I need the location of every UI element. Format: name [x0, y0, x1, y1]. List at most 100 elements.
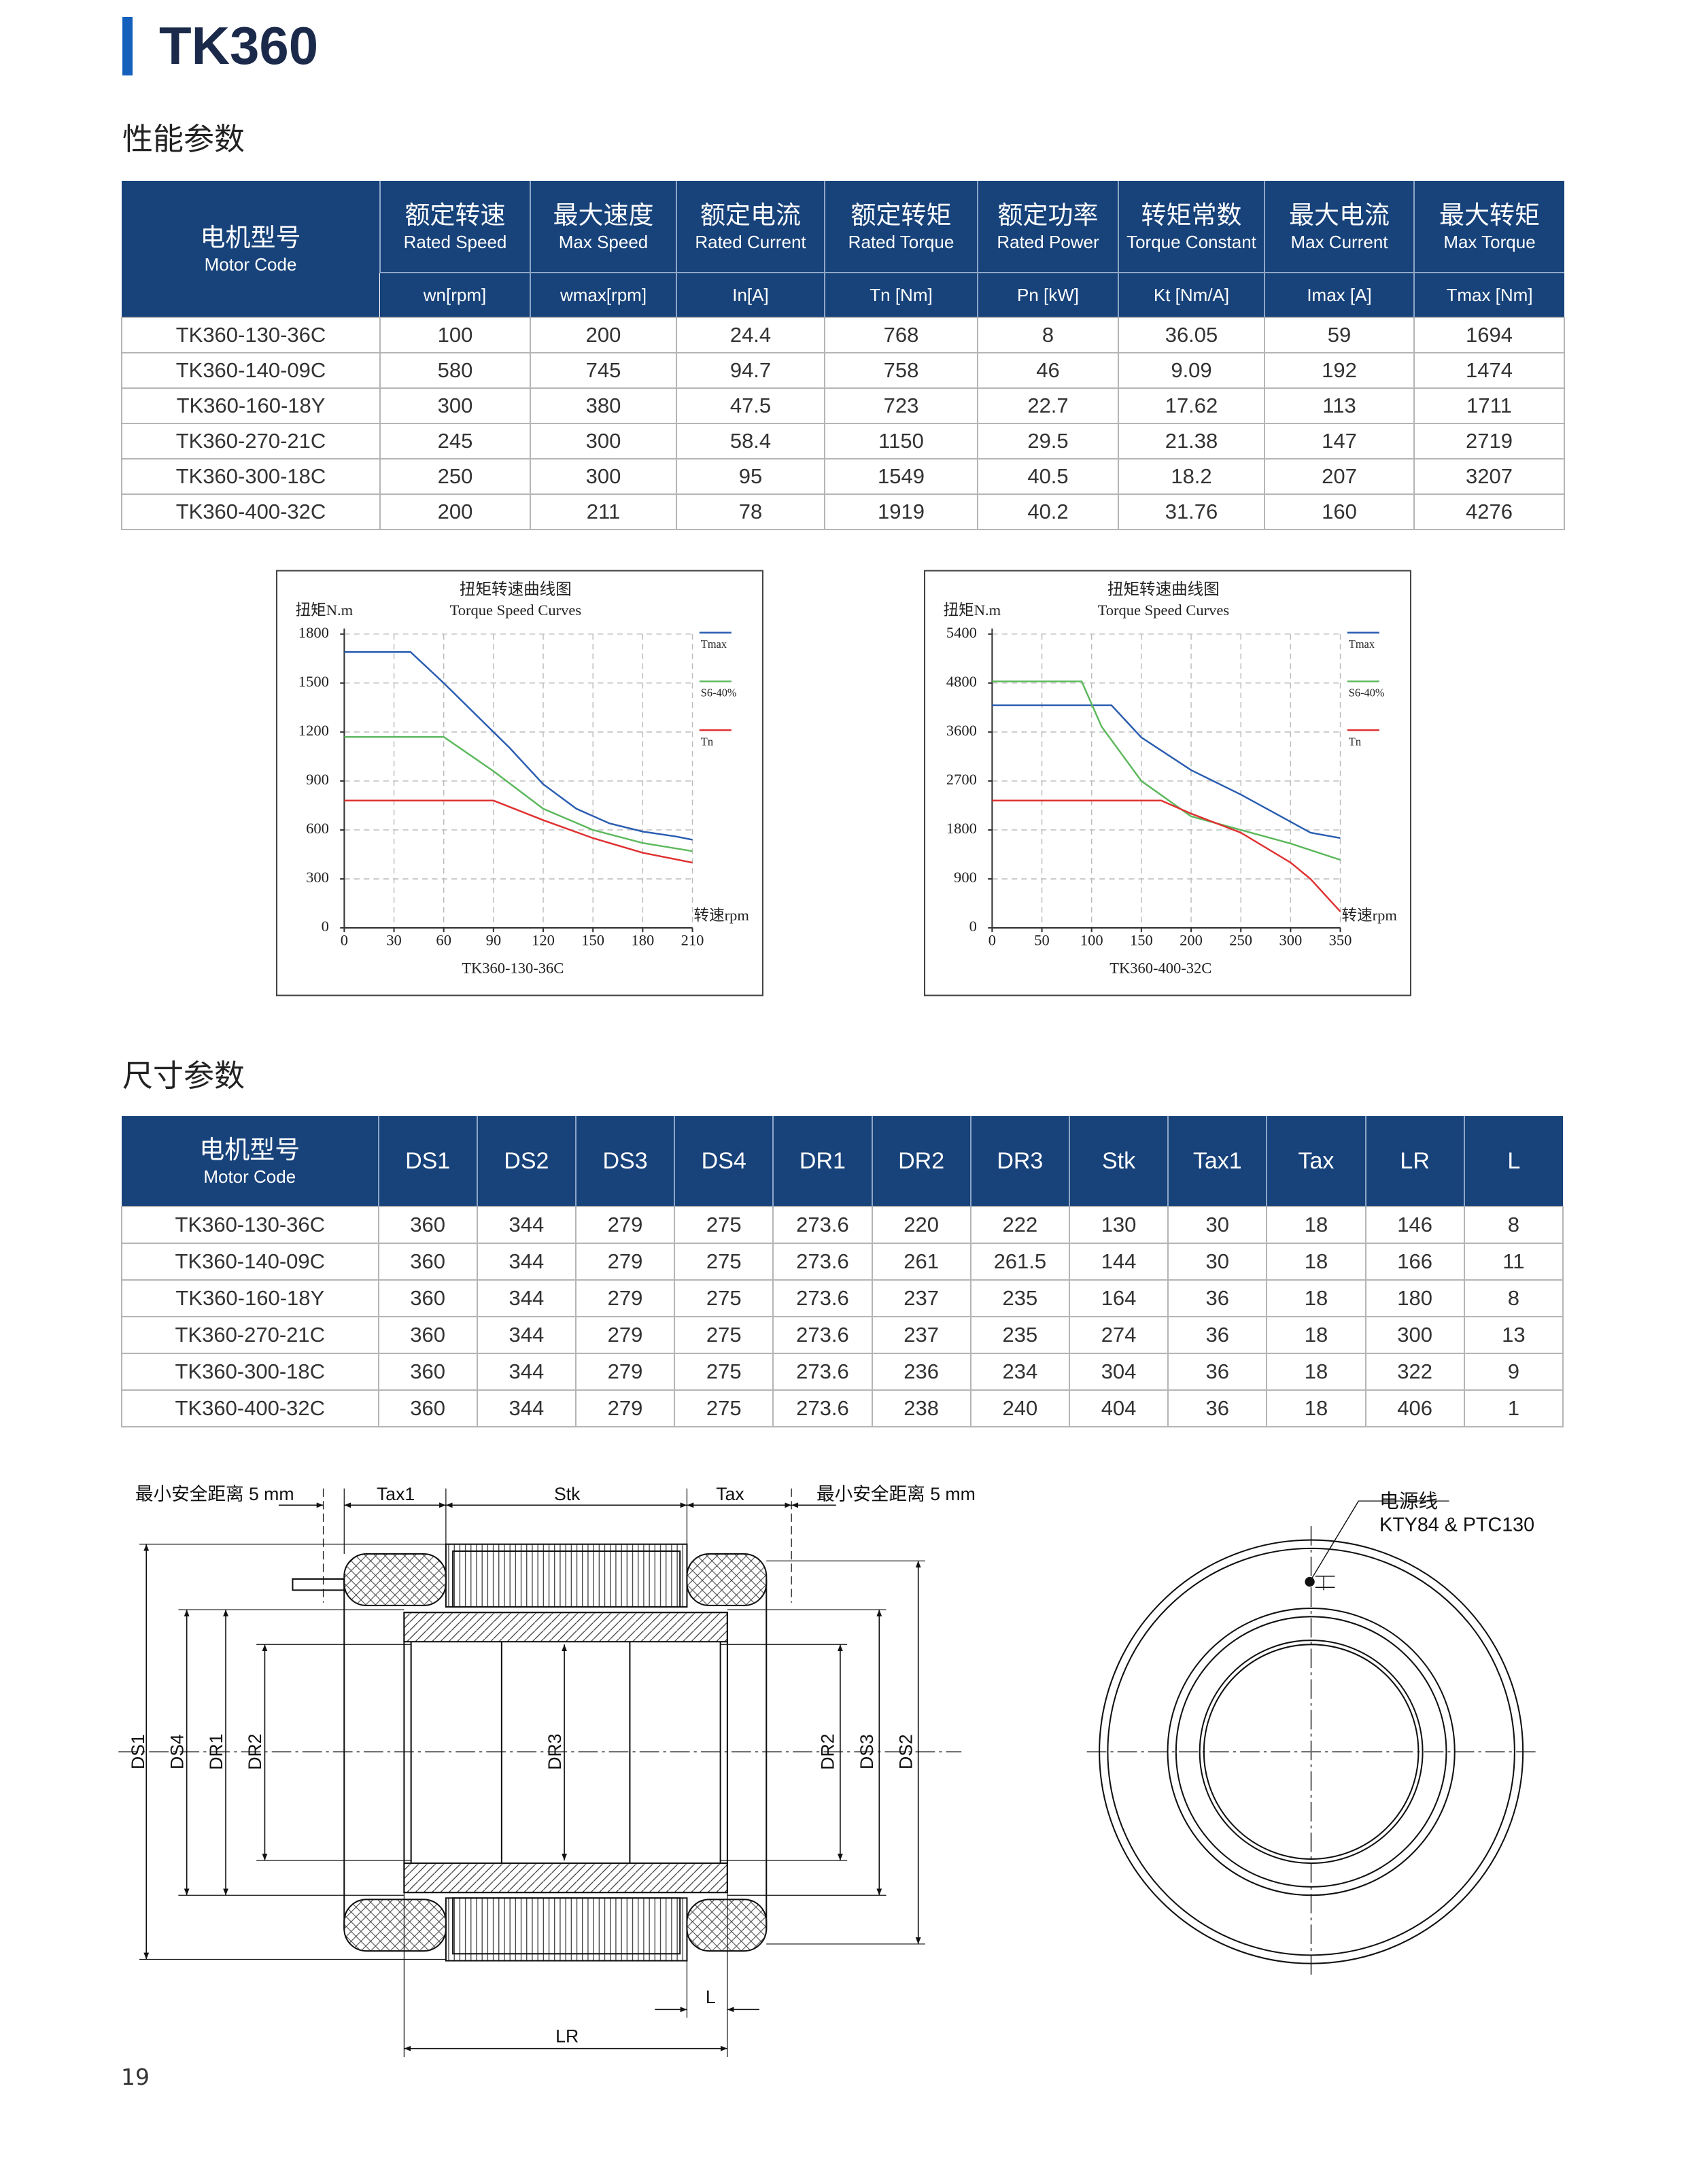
table-cell: 30: [1167, 1243, 1268, 1281]
table-cell: 200: [379, 493, 531, 530]
header-en: Rated Current: [695, 232, 806, 252]
header-cell: 额定转矩 Rated Torque: [824, 181, 978, 273]
y-tick-label: 0: [322, 918, 329, 935]
x-axis-label: 转速rpm: [694, 907, 750, 924]
drawing-rect: [343, 1899, 447, 1952]
table-cell: 18: [1266, 1279, 1366, 1317]
x-tick-label: 90: [486, 932, 502, 949]
table-cell: 113: [1264, 387, 1415, 424]
table-cell: 236: [871, 1353, 971, 1391]
dimension-label: 最小安全距离 5 mm: [816, 1484, 976, 1504]
table-cell: 1711: [1413, 387, 1565, 424]
y-tick-label: 5400: [946, 624, 977, 641]
x-tick-label: 300: [1279, 932, 1302, 949]
table-cell: 18: [1266, 1389, 1366, 1427]
table-cell: TK360-130-36C: [121, 1206, 379, 1244]
table-cell: 234: [969, 1353, 1070, 1391]
x-tick-label: 60: [436, 932, 451, 949]
table-cell: 36: [1167, 1316, 1268, 1354]
page-number: 19: [121, 2064, 150, 2090]
header-cell: 最大转矩 Max Torque: [1413, 181, 1564, 273]
table-cell: 94.7: [676, 352, 825, 389]
header-cell: Tax: [1266, 1116, 1366, 1207]
drawing-rect: [686, 1553, 768, 1606]
table-cell: 279: [574, 1206, 676, 1244]
table-cell: 238: [871, 1389, 971, 1427]
x-tick-label: 150: [581, 932, 604, 949]
callout-label: 电源线: [1379, 1491, 1438, 1512]
table-cell: 13: [1463, 1316, 1564, 1354]
chart-title: 扭矩转速曲线图: [460, 580, 572, 599]
dimension-label: LR: [555, 2026, 579, 2046]
drawing-rect: [686, 1899, 768, 1952]
header-en: Max Current: [1290, 232, 1388, 252]
table-cell: 9: [1463, 1353, 1564, 1391]
header-cell: 额定转速 Rated Speed: [379, 181, 530, 273]
torque-chart: 扭矩转速曲线图 Torque Speed Curves 扭矩N.m 转速rpm TK36…: [924, 570, 1411, 996]
y-tick-label: 600: [306, 820, 329, 837]
y-axis-label: 扭矩N.m: [944, 602, 1001, 619]
header-en: Max Torque: [1443, 232, 1536, 252]
chart-subtitle: Torque Speed Curves: [450, 602, 582, 619]
table-cell: 275: [674, 1206, 774, 1244]
chart-caption: TK360-130-36C: [462, 960, 564, 977]
table-cell: 240: [969, 1389, 1070, 1427]
table-cell: 59: [1264, 317, 1415, 353]
drawing-rect: [452, 1550, 681, 1608]
unit-cell: Tmax [Nm]: [1413, 272, 1564, 317]
table-cell: 360: [377, 1316, 478, 1354]
unit-cell: Kt [Nm/A]: [1118, 272, 1264, 317]
table-row: TK360-140-09C 360 344 279 275 273.6 261 261.5 14…: [121, 1243, 1564, 1281]
table-row: TK360-400-32C 360 344 279 275 273.6 238 240 404 3…: [121, 1389, 1564, 1427]
page-title: TK360: [159, 16, 319, 75]
chart-frame: [924, 570, 1411, 996]
table-cell: 21.38: [1118, 423, 1265, 460]
y-tick-label: 1500: [298, 673, 329, 690]
header-zh: 电机型号: [199, 1136, 300, 1164]
y-axis-label: 扭矩N.m: [296, 602, 354, 619]
header-en: Motor Code: [203, 1166, 296, 1187]
header-cell: 电机型号 Motor Code: [122, 181, 380, 317]
unit-cell: Tn [Nm]: [824, 272, 978, 317]
unit-cell: Pn [kW]: [977, 272, 1118, 317]
table-cell: 344: [476, 1279, 577, 1317]
table-cell: 360: [377, 1243, 478, 1281]
dimension-label: DS1: [128, 1734, 148, 1769]
table-cell: 273.6: [772, 1389, 873, 1427]
header-en: Max Speed: [558, 232, 649, 252]
x-tick-label: 0: [988, 932, 996, 949]
table-row: TK360-270-21C 245 300 58.4 1150 29.5 21.38 147 2…: [121, 423, 1565, 460]
table-cell: TK360-130-36C: [121, 317, 381, 353]
table-cell: 220: [871, 1206, 971, 1244]
table-cell: 47.5: [676, 387, 825, 424]
section-heading: 尺寸参数: [122, 1058, 245, 1094]
x-tick-label: 210: [681, 932, 704, 949]
table-cell: 344: [476, 1243, 577, 1281]
header-row: 电机型号 Motor Code 额定转速 Rated Speed 最大速度 Max Spe…: [122, 181, 1564, 317]
header-cell: 最大电流 Max Current: [1264, 181, 1414, 273]
series-line: [992, 680, 1341, 861]
table-cell: 31.76: [1118, 493, 1265, 530]
table-cell: TK360-270-21C: [121, 1316, 379, 1354]
legend-label: S6-40%: [1349, 687, 1385, 699]
drawing-circle: [1099, 1539, 1524, 1964]
table-cell: 2719: [1413, 423, 1565, 460]
y-tick-label: 1200: [298, 722, 329, 739]
dimension-label: DR3: [545, 1733, 565, 1769]
end-view: [1086, 1500, 1536, 1979]
table-cell: 18: [1266, 1243, 1366, 1281]
table-cell: 406: [1364, 1389, 1465, 1427]
table-row: TK360-160-18Y 300 380 47.5 723 22.7 17.62 113 17…: [121, 387, 1565, 424]
header-cell: DS1: [377, 1116, 477, 1207]
drawing-rect: [452, 1897, 681, 1955]
header-row: 电机型号 Motor Code DS1 DS2 DS3 DS4 DR1 DR2 DR3 Stk Ta…: [122, 1116, 1563, 1207]
table-cell: 36: [1167, 1279, 1268, 1317]
drawing-circle: [1167, 1607, 1456, 1896]
table-cell: 404: [1068, 1389, 1169, 1427]
series-line: [344, 735, 693, 852]
x-tick-label: 180: [631, 932, 654, 949]
table-cell: 8: [977, 317, 1119, 353]
drawing-rect: [343, 1553, 447, 1606]
header-cell: 转矩常数 Torque Constant: [1118, 181, 1264, 273]
performance-table: 电机型号 Motor Code 额定转速 Rated Speed 最大速度 Max Spe…: [121, 181, 1565, 530]
